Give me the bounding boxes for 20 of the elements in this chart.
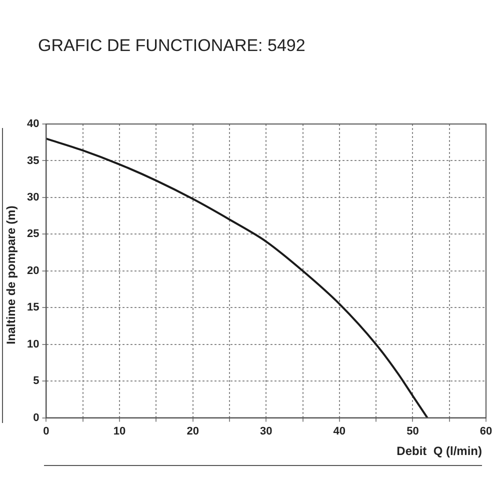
x-tick-label: 60 <box>480 425 492 438</box>
line-series <box>46 138 428 418</box>
x-tick-label: 20 <box>186 425 199 438</box>
y-tick-label: 30 <box>26 191 40 204</box>
y-tick-label: 35 <box>26 154 40 167</box>
y-tick-label: 0 <box>33 412 40 424</box>
y-tick-label: 40 <box>26 118 40 130</box>
y-tick-label: 10 <box>26 338 40 350</box>
y-tick-label: 5 <box>33 375 40 388</box>
x-tick-label: 50 <box>406 425 419 438</box>
y-tick-label: 15 <box>26 302 40 314</box>
y-axis-title: Inaltime de pompare (m) <box>4 206 18 344</box>
chart-title: GRAFIC DE FUNCTIONARE: 5492 <box>38 36 306 56</box>
x-tick-label: 30 <box>260 425 272 438</box>
x-tick-label: 40 <box>333 425 346 438</box>
x-tick-label: 0 <box>43 425 50 438</box>
y-tick-label: 20 <box>26 264 40 277</box>
x-tick-label: 10 <box>113 425 126 438</box>
y-tick-label: 25 <box>26 228 40 240</box>
x-axis-title: Debit Q (l/min) <box>396 444 482 458</box>
